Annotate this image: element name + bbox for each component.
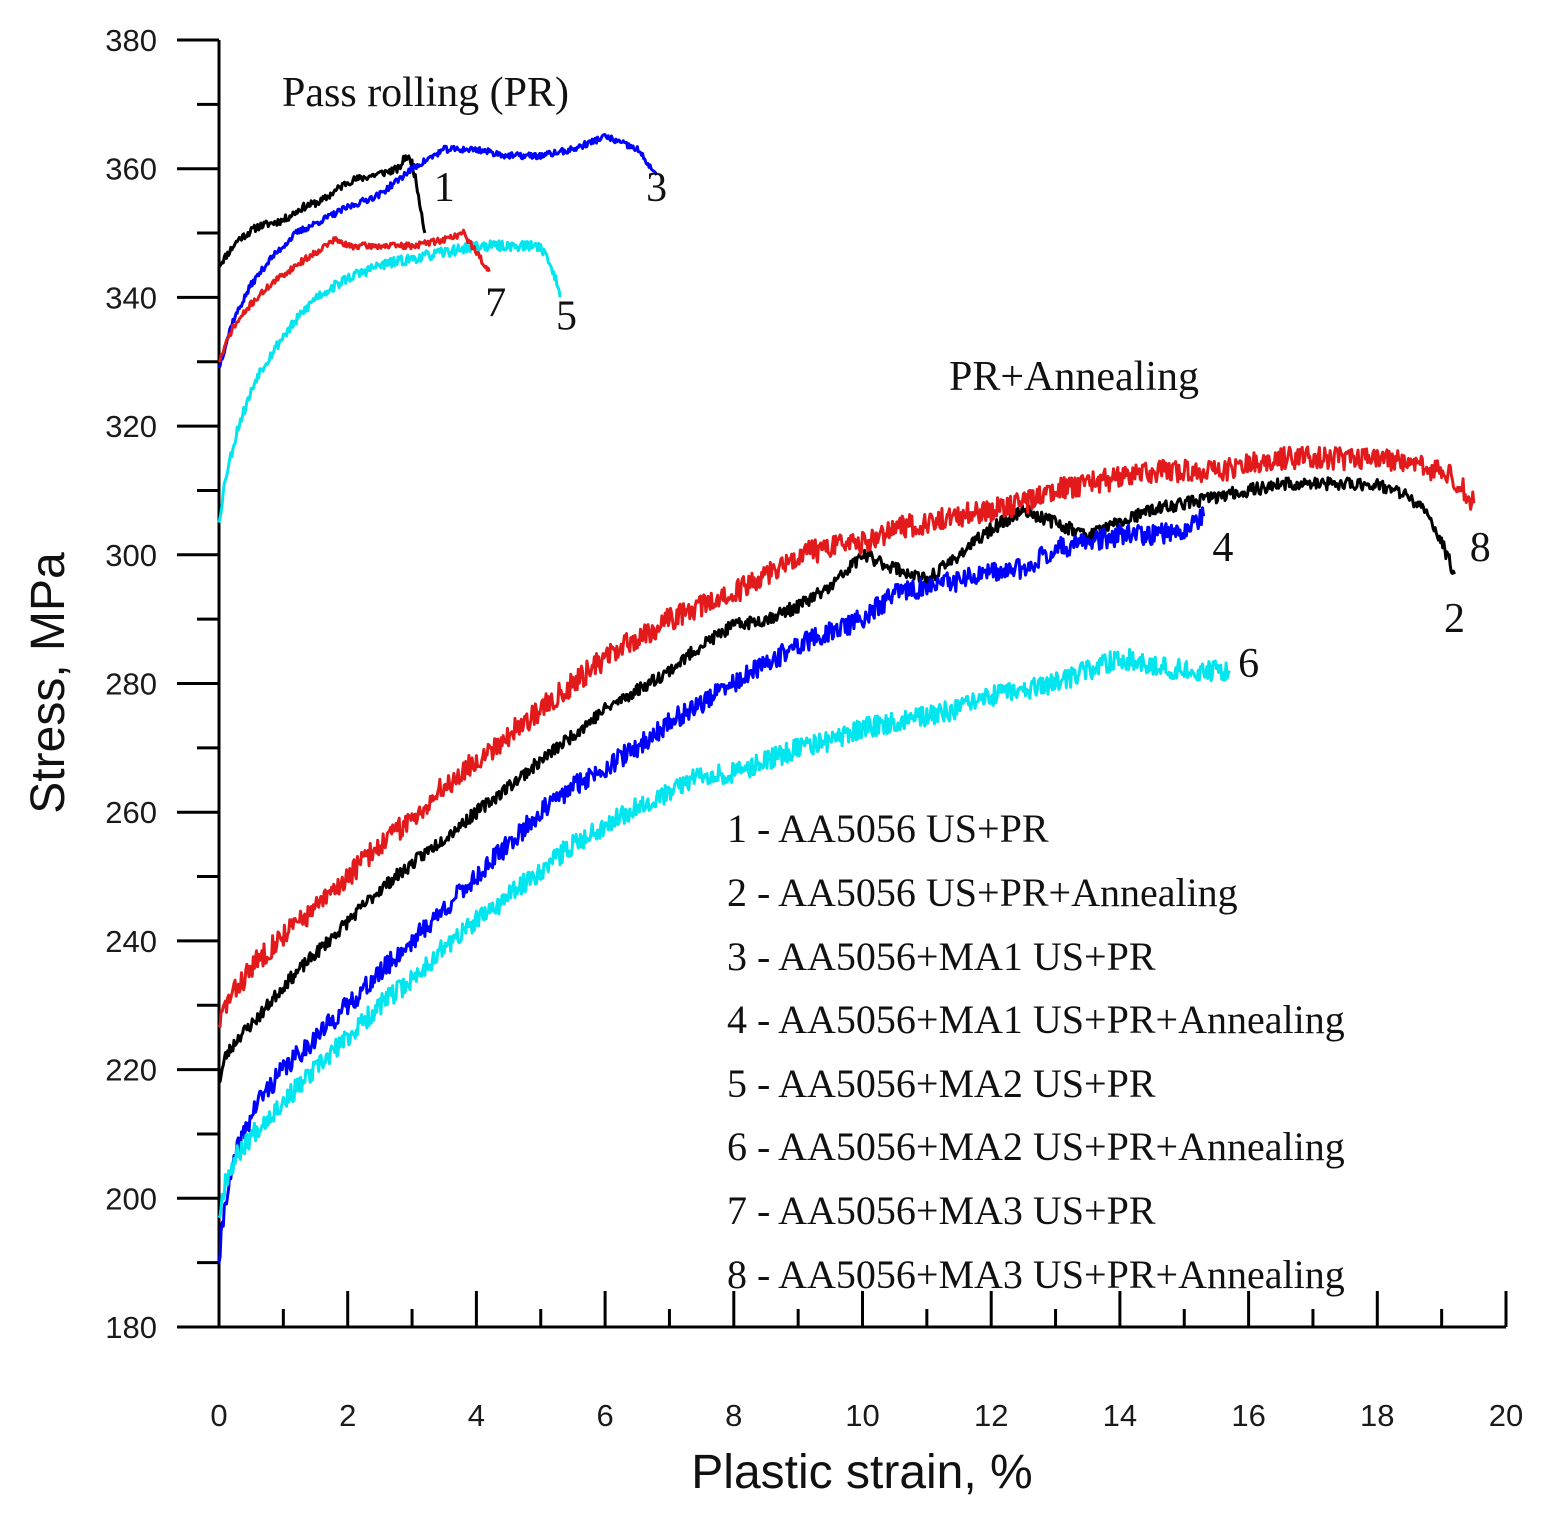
annotation-pr-annealing: PR+Annealing	[949, 354, 1199, 400]
legend-entry-6: 6 - AA5056+MA2 US+PR+Annealing	[727, 1124, 1345, 1169]
legend-entry-7: 7 - AA5056+MA3 US+PR	[727, 1188, 1156, 1233]
curve-label-5: 5	[556, 294, 577, 340]
curve-label-4: 4	[1212, 525, 1233, 571]
x-tick-label: 6	[596, 1398, 613, 1433]
y-tick-label: 340	[105, 280, 157, 315]
y-tick-label: 180	[105, 1310, 157, 1345]
curve-labels: 1 2 3 4 5 6 7 8	[434, 165, 1491, 687]
legend-entry-2: 2 - AA5056 US+PR+Annealing	[727, 870, 1238, 915]
series-curve-6	[217, 648, 1231, 1219]
legend-entry-8: 8 - AA5056+MA3 US+PR+Annealing	[727, 1252, 1345, 1297]
y-tick-label: 260	[105, 795, 157, 830]
y-tick-label: 200	[105, 1181, 157, 1216]
curve-label-6: 6	[1238, 641, 1259, 687]
curve-label-3: 3	[646, 165, 667, 211]
y-ticks: 180 200 220 240 260 280 300 320 340 360 380	[105, 23, 219, 1345]
legend-entry-1: 1 - AA5056 US+PR	[727, 806, 1049, 851]
curves	[217, 133, 1476, 1263]
series-curve-1	[218, 154, 427, 268]
y-tick-label: 360	[105, 152, 157, 187]
x-tick-label: 4	[468, 1398, 485, 1433]
x-tick-label: 10	[845, 1398, 879, 1433]
y-tick-label: 240	[105, 924, 157, 959]
y-tick-label: 220	[105, 1053, 157, 1088]
x-tick-label: 8	[725, 1398, 742, 1433]
x-axis-title: Plastic strain, %	[691, 1446, 1032, 1499]
x-tick-label: 12	[974, 1398, 1008, 1433]
curve-label-2: 2	[1444, 596, 1465, 642]
curve-label-8: 8	[1470, 525, 1491, 571]
series-curve-4	[217, 506, 1206, 1263]
y-tick-label: 320	[105, 409, 157, 444]
y-tick-label: 300	[105, 538, 157, 573]
y-tick-label: 380	[105, 23, 157, 58]
x-tick-label: 16	[1231, 1398, 1265, 1433]
curve-label-1: 1	[434, 165, 455, 211]
series-curve-8	[217, 445, 1476, 1029]
x-ticks: 0 2 4 6 8 10 12 14 16 18 20	[210, 1291, 1523, 1433]
curve-label-7: 7	[485, 281, 506, 327]
x-tick-label: 18	[1360, 1398, 1394, 1433]
legend-entry-3: 3 - AA5056+MA1 US+PR	[727, 934, 1156, 979]
legend-entry-5: 5 - AA5056+MA2 US+PR	[727, 1061, 1156, 1106]
annotation-pass-rolling: Pass rolling (PR)	[282, 70, 569, 116]
series-curve-3	[217, 133, 658, 369]
legend-entry-4: 4 - AA5056+MA1 US+PR+Annealing	[727, 997, 1345, 1042]
legend: 1 - AA5056 US+PR 2 - AA5056 US+PR+Anneal…	[727, 806, 1345, 1297]
x-tick-label: 14	[1103, 1398, 1137, 1433]
series-curve-5	[217, 239, 562, 523]
series-curve-2	[217, 476, 1456, 1084]
x-tick-label: 0	[210, 1398, 227, 1433]
y-axis-title: Stress, MPa	[22, 552, 75, 814]
series-curve-7	[217, 228, 491, 363]
x-tick-label: 2	[339, 1398, 356, 1433]
x-tick-label: 20	[1489, 1398, 1523, 1433]
y-tick-label: 280	[105, 667, 157, 702]
